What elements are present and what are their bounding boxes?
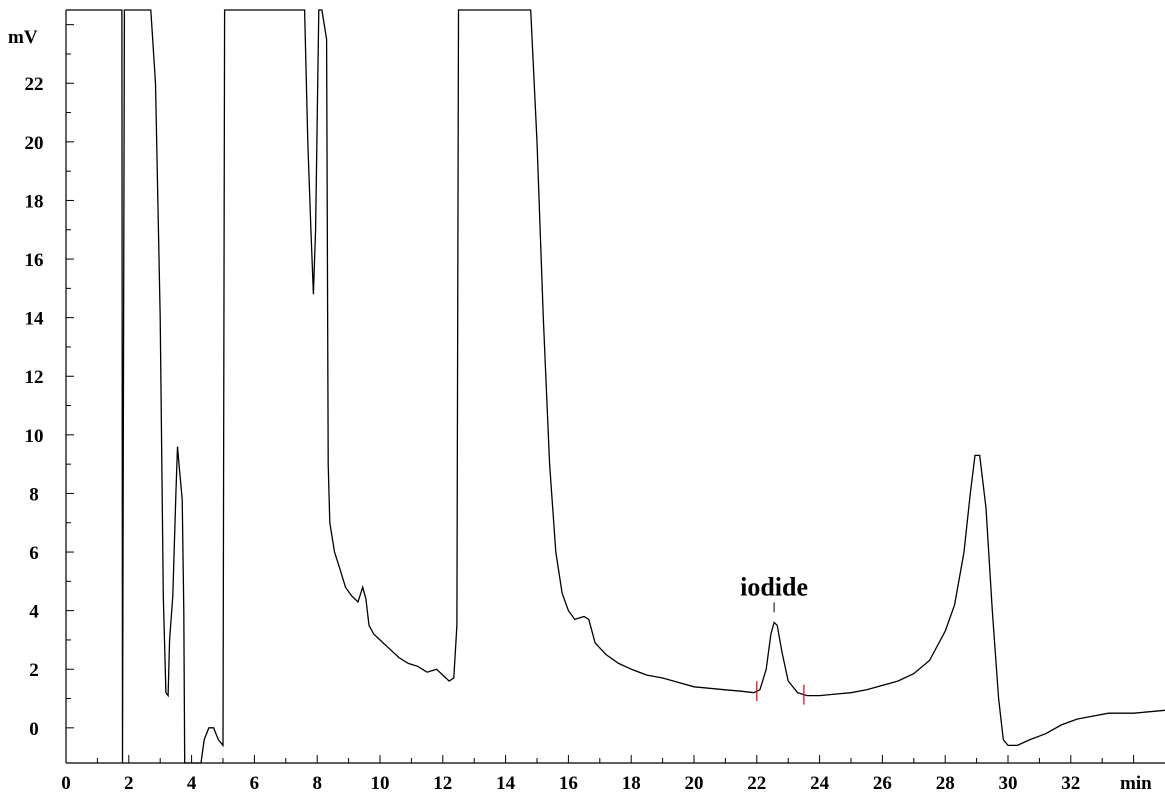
axes	[65, 10, 1165, 764]
x-axis-label: min	[1120, 773, 1152, 794]
x-tick-label: 28	[936, 773, 955, 794]
x-tick-label: 26	[873, 773, 892, 794]
x-tick-label: 22	[747, 773, 766, 794]
y-tick-label: 12	[25, 367, 44, 388]
x-tick-label: 20	[685, 773, 704, 794]
y-tick-label: 20	[25, 133, 44, 154]
x-tick-label: 6	[250, 773, 260, 794]
ticks	[65, 24, 1135, 763]
x-tick-label: 0	[61, 773, 71, 794]
y-tick-label: 0	[29, 719, 39, 740]
x-tick-label: 18	[622, 773, 641, 794]
y-tick-label: 18	[25, 191, 44, 212]
y-tick-label: 2	[29, 660, 39, 681]
x-tick-label: 16	[559, 773, 578, 794]
x-tick-label: 4	[187, 773, 197, 794]
peak-marks	[756, 681, 805, 705]
x-tick-label: 24	[810, 773, 830, 794]
x-tick-label: 8	[312, 773, 322, 794]
signal-trace	[66, 9, 1165, 764]
x-tick-label: 30	[999, 773, 1018, 794]
peak-annotation-label: iodide	[740, 572, 808, 601]
y-tick-label: 8	[29, 484, 39, 505]
x-tick-label: 32	[1061, 773, 1080, 794]
y-tick-label: 10	[25, 426, 44, 447]
y-axis-label: mV	[8, 27, 38, 48]
y-tick-label: 16	[25, 250, 44, 271]
y-tick-label: 6	[29, 543, 39, 564]
annotations: iodide	[740, 572, 808, 613]
y-tick-label: 14	[25, 309, 45, 330]
y-tick-label: 4	[29, 602, 39, 623]
y-tick-label: 22	[25, 74, 44, 95]
x-tick-label: 12	[433, 773, 452, 794]
x-tick-label: 2	[124, 773, 134, 794]
x-tick-label: 14	[496, 773, 516, 794]
x-tick-label: 10	[371, 773, 390, 794]
